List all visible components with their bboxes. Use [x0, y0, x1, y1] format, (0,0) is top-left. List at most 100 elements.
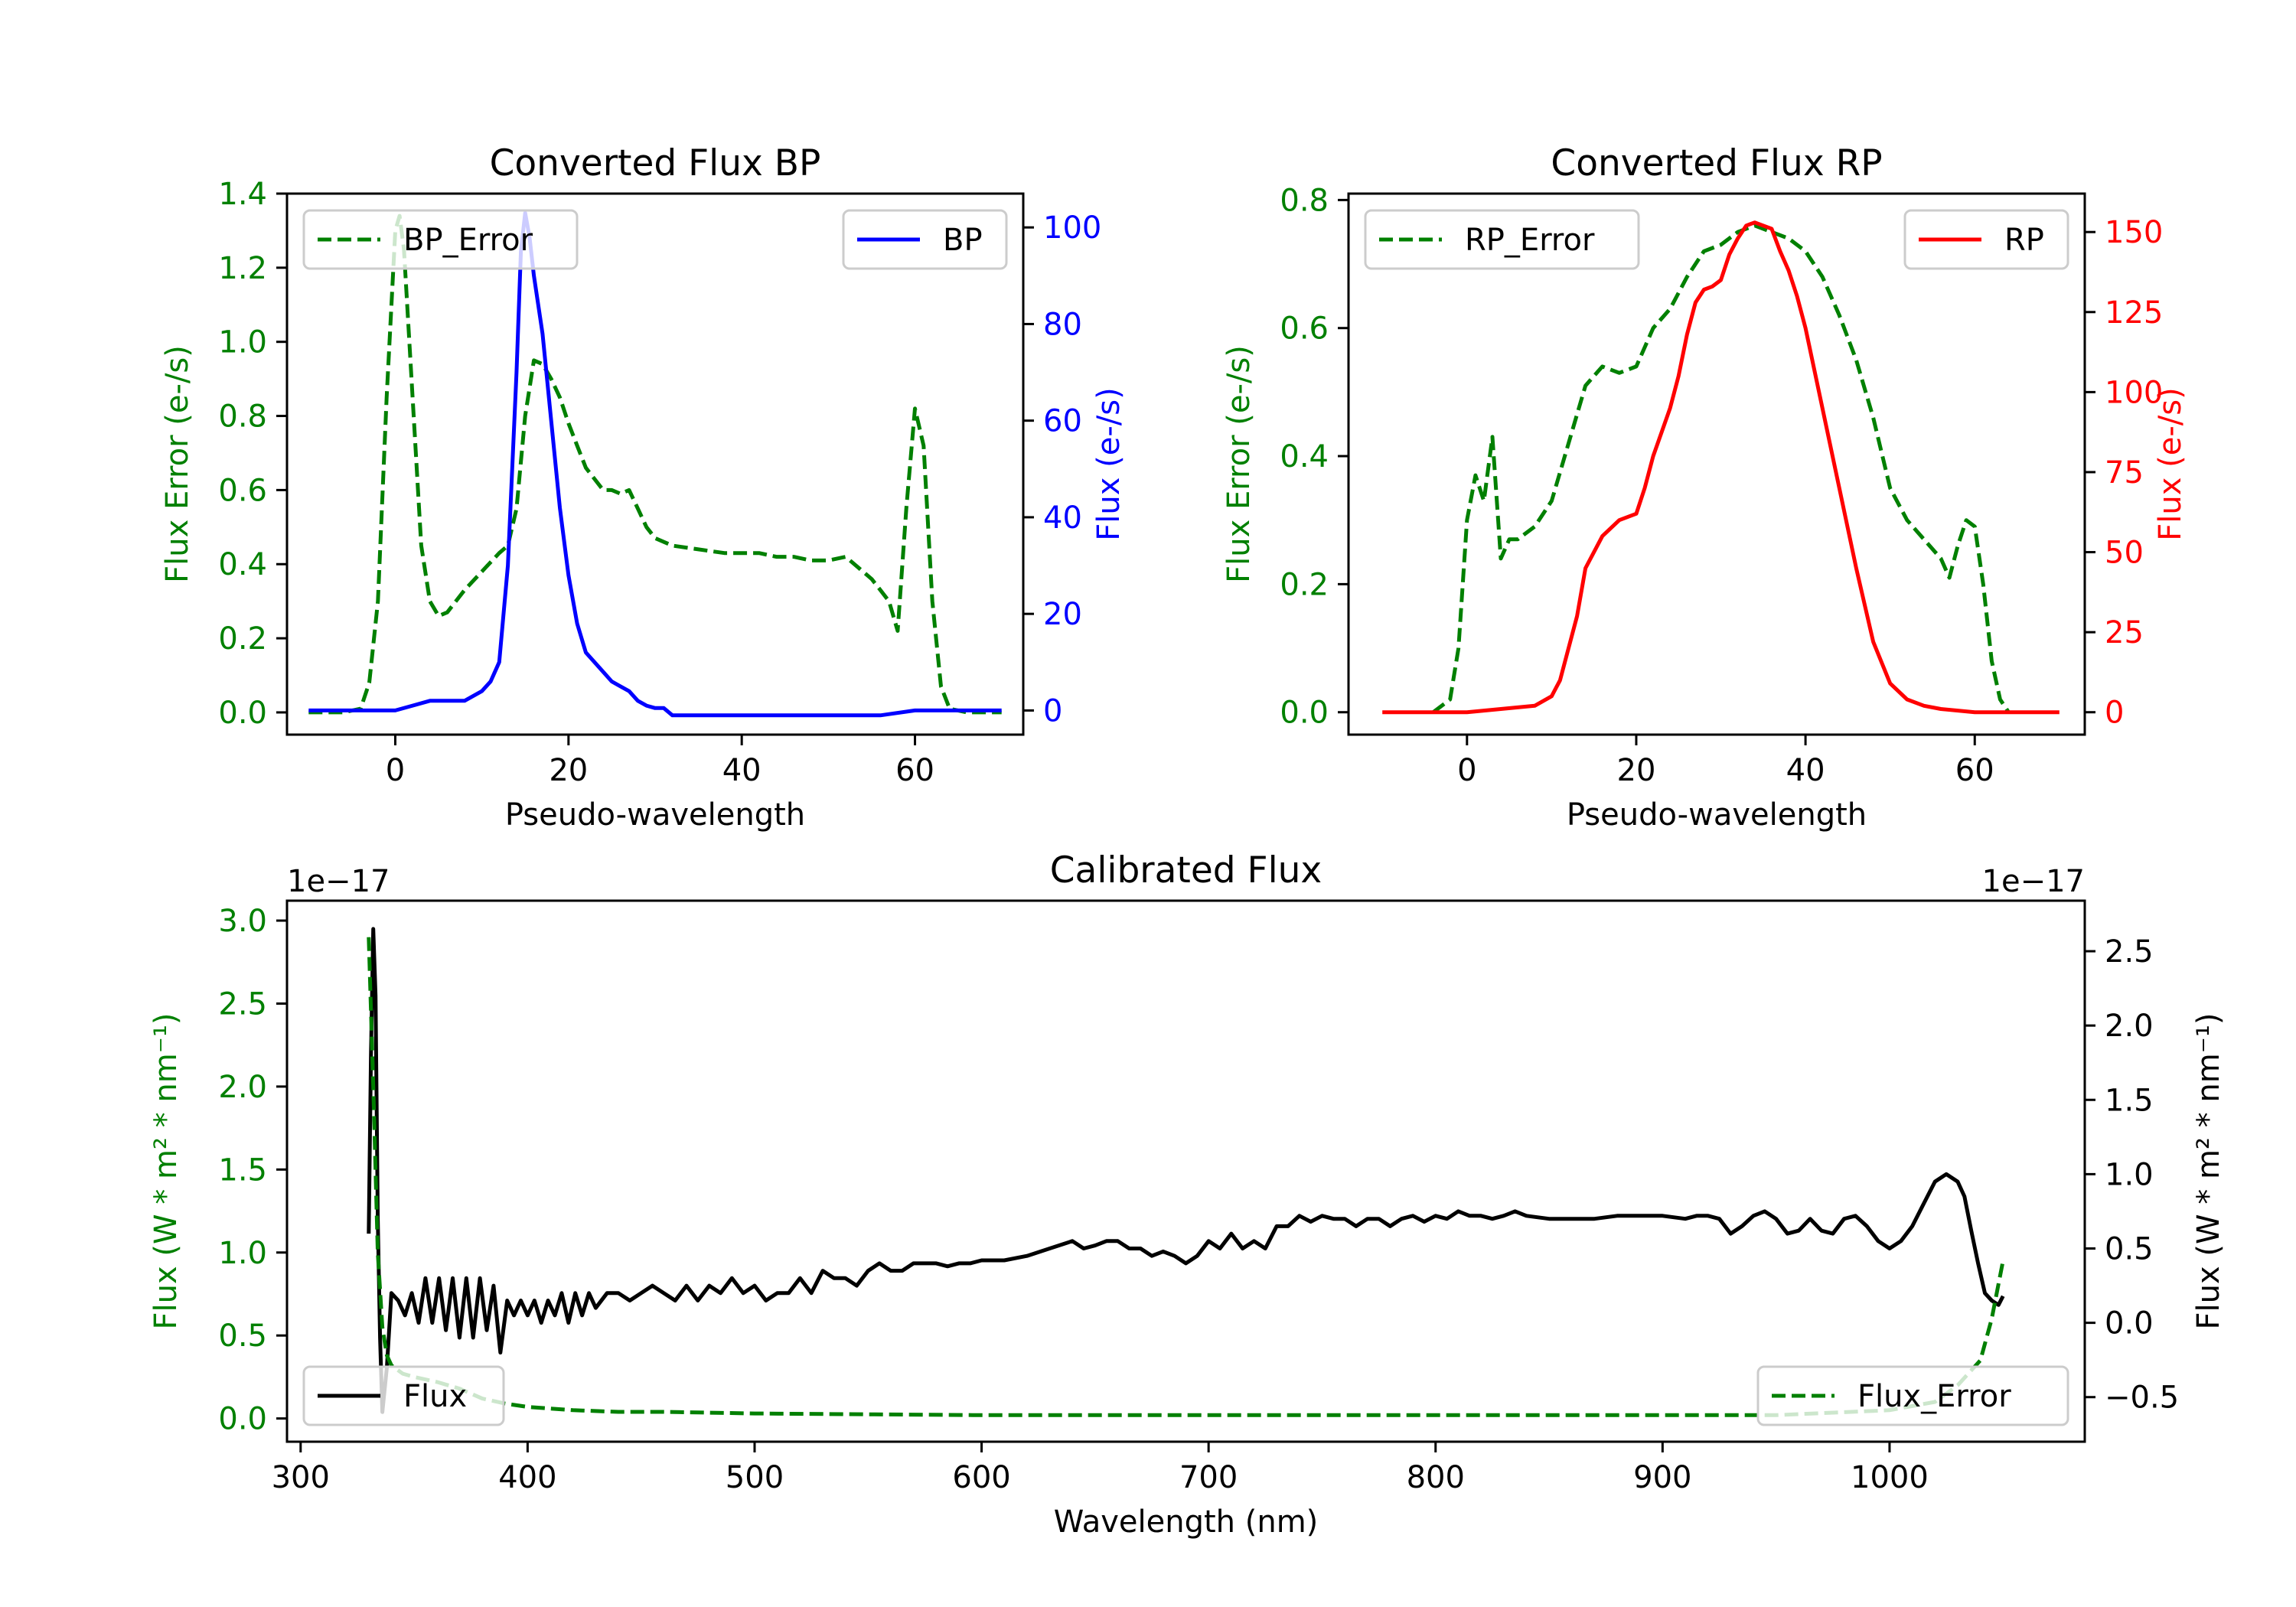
- y-right-tick-label: 50: [2105, 536, 2144, 571]
- x-tick-label: 60: [1955, 753, 1994, 788]
- x-tick-label: 400: [498, 1460, 556, 1495]
- y-right-tick-label: 1.5: [2105, 1083, 2154, 1118]
- y-left-tick-label: 0.8: [1280, 183, 1329, 218]
- y-right-tick-label: 125: [2105, 295, 2163, 331]
- legend-bp-error: BP_Error: [302, 209, 579, 270]
- panel-calibrated-flux: 300 400 500 600 700 800 900 1000 0.0 0.5 1.0 1.5 2.0…: [148, 849, 2226, 1540]
- y-left-tick-label: 1.4: [218, 177, 267, 212]
- panel-converted-flux-bp: 0 20 40 60 0.0 0.2 0.4 0.6 0.8 1.0 1.2 1.4 0 20 40 60 80…: [160, 142, 1127, 833]
- legend-rp: RP: [1903, 209, 2069, 270]
- y-right-tick-label: 40: [1043, 500, 1082, 536]
- y-right-tick-label: 100: [1043, 210, 1101, 246]
- y-left-tick-label: 2.5: [218, 986, 267, 1022]
- legend-box: [1903, 209, 2069, 270]
- chart-title: Calibrated Flux: [1050, 849, 1322, 892]
- x-tick-label: 60: [895, 753, 934, 788]
- y-left-tick-label: 0.0: [218, 696, 267, 731]
- x-tick-label: 900: [1633, 1460, 1691, 1495]
- axes-frame: [285, 899, 2086, 1443]
- y-left-tick-label: 2.0: [218, 1070, 267, 1105]
- x-tick-label: 1000: [1851, 1460, 1929, 1495]
- panel-converted-flux-rp: 0 20 40 60 0.0 0.2 0.4 0.6 0.8 0 25 50 75 100 125 150 Co…: [1221, 142, 2188, 833]
- axes-frame: [1347, 192, 2086, 736]
- y-left-tick-label: 0.8: [218, 399, 267, 435]
- legend-box: [302, 209, 579, 270]
- y-right-tick-label: 0: [2105, 696, 2124, 731]
- y-left-tick-label: 0.4: [218, 547, 267, 582]
- x-tick-label: 40: [1786, 753, 1825, 788]
- y-left-tick-label: 0.0: [218, 1402, 267, 1437]
- y-left-tick-label: 0.6: [218, 473, 267, 508]
- x-tick-label: 500: [726, 1460, 784, 1495]
- y-left-tick-label: 0.2: [1280, 567, 1329, 602]
- legend-label: BP_Error: [403, 223, 533, 258]
- x-tick-label: 300: [272, 1460, 330, 1495]
- y-left-tick-label: 0.2: [218, 621, 267, 657]
- y-right-tick-label: 0.5: [2105, 1232, 2154, 1267]
- x-tick-label: 600: [952, 1460, 1010, 1495]
- series-line-bp-error: [308, 214, 1002, 715]
- y-right-axis-label: Flux (W * m² * nm⁻¹): [2191, 1013, 2226, 1330]
- x-axis-label: Pseudo-wavelength: [1567, 797, 1867, 833]
- y-right-tick-label: 0: [1043, 693, 1062, 729]
- x-axis-label: Wavelength (nm): [1054, 1504, 1319, 1540]
- x-tick-label: 20: [1617, 753, 1656, 788]
- y-right-tick-label: 0.0: [2105, 1306, 2154, 1341]
- legend-flux-error: Flux_Error: [1756, 1365, 2069, 1426]
- y-right-tick-label: 150: [2105, 215, 2163, 250]
- y-right-offset-text: 1e−17: [1982, 864, 2085, 899]
- legend-label: RP: [2004, 223, 2044, 258]
- legend-box: [1756, 1365, 2069, 1426]
- legend-box: [1364, 209, 1640, 270]
- legend-box: [842, 209, 1008, 270]
- y-right-tick-label: 25: [2105, 615, 2144, 650]
- x-tick-label: 800: [1407, 1460, 1465, 1495]
- legend-label: Flux: [403, 1379, 467, 1414]
- series-line-rp: [1382, 220, 2060, 715]
- series-line-rp-error: [1432, 223, 2011, 714]
- y-right-axis-label: Flux (e-/s): [2153, 387, 2188, 540]
- legend-label: RP_Error: [1465, 223, 1595, 258]
- series-line-bp: [308, 210, 1002, 718]
- y-right-tick-label: 60: [1043, 404, 1082, 439]
- legend-flux: Flux: [302, 1365, 505, 1426]
- y-right-tick-label: 2.5: [2105, 934, 2154, 970]
- axes-frame: [285, 192, 1025, 736]
- y-right-tick-label: 80: [1043, 307, 1082, 342]
- chart-title: Converted Flux BP: [490, 142, 821, 184]
- x-tick-label: 0: [386, 753, 405, 788]
- y-left-tick-label: 0.6: [1280, 311, 1329, 347]
- series-line-flux: [367, 927, 2005, 1414]
- y-left-axis-label: Flux Error (e-/s): [160, 345, 195, 583]
- y-left-tick-label: 0.5: [218, 1319, 267, 1354]
- y-right-tick-label: 1.0: [2105, 1157, 2154, 1192]
- x-tick-label: 20: [549, 753, 588, 788]
- y-left-tick-label: 0.4: [1280, 439, 1329, 474]
- legend-rp-error: RP_Error: [1364, 209, 1640, 270]
- chart-title: Converted Flux RP: [1551, 142, 1882, 184]
- x-tick-label: 40: [722, 753, 762, 788]
- x-tick-label: 0: [1457, 753, 1476, 788]
- y-left-tick-label: 3.0: [218, 904, 267, 939]
- y-left-axis-label: Flux Error (e-/s): [1221, 345, 1257, 583]
- y-right-tick-label: 2.0: [2105, 1009, 2154, 1044]
- y-left-offset-text: 1e−17: [287, 864, 390, 899]
- y-right-axis-label: Flux (e-/s): [1091, 387, 1127, 540]
- y-right-tick-label: −0.5: [2105, 1380, 2179, 1416]
- legend-label: Flux_Error: [1857, 1379, 2011, 1414]
- y-left-tick-label: 0.0: [1280, 696, 1329, 731]
- x-tick-label: 700: [1179, 1460, 1238, 1495]
- legend-box: [302, 1365, 505, 1426]
- y-right-tick-label: 100: [2105, 375, 2163, 410]
- y-left-tick-label: 1.5: [218, 1152, 267, 1188]
- y-left-tick-label: 1.0: [218, 325, 267, 360]
- legend-label: BP: [943, 223, 983, 258]
- legend-bp: BP: [842, 209, 1008, 270]
- y-left-tick-label: 1.0: [218, 1236, 267, 1271]
- y-left-axis-label: Flux (W * m² * nm⁻¹): [148, 1013, 184, 1330]
- y-right-tick-label: 75: [2105, 455, 2144, 491]
- y-right-tick-label: 20: [1043, 597, 1082, 632]
- x-axis-label: Pseudo-wavelength: [505, 797, 805, 833]
- y-left-tick-label: 1.2: [218, 251, 267, 286]
